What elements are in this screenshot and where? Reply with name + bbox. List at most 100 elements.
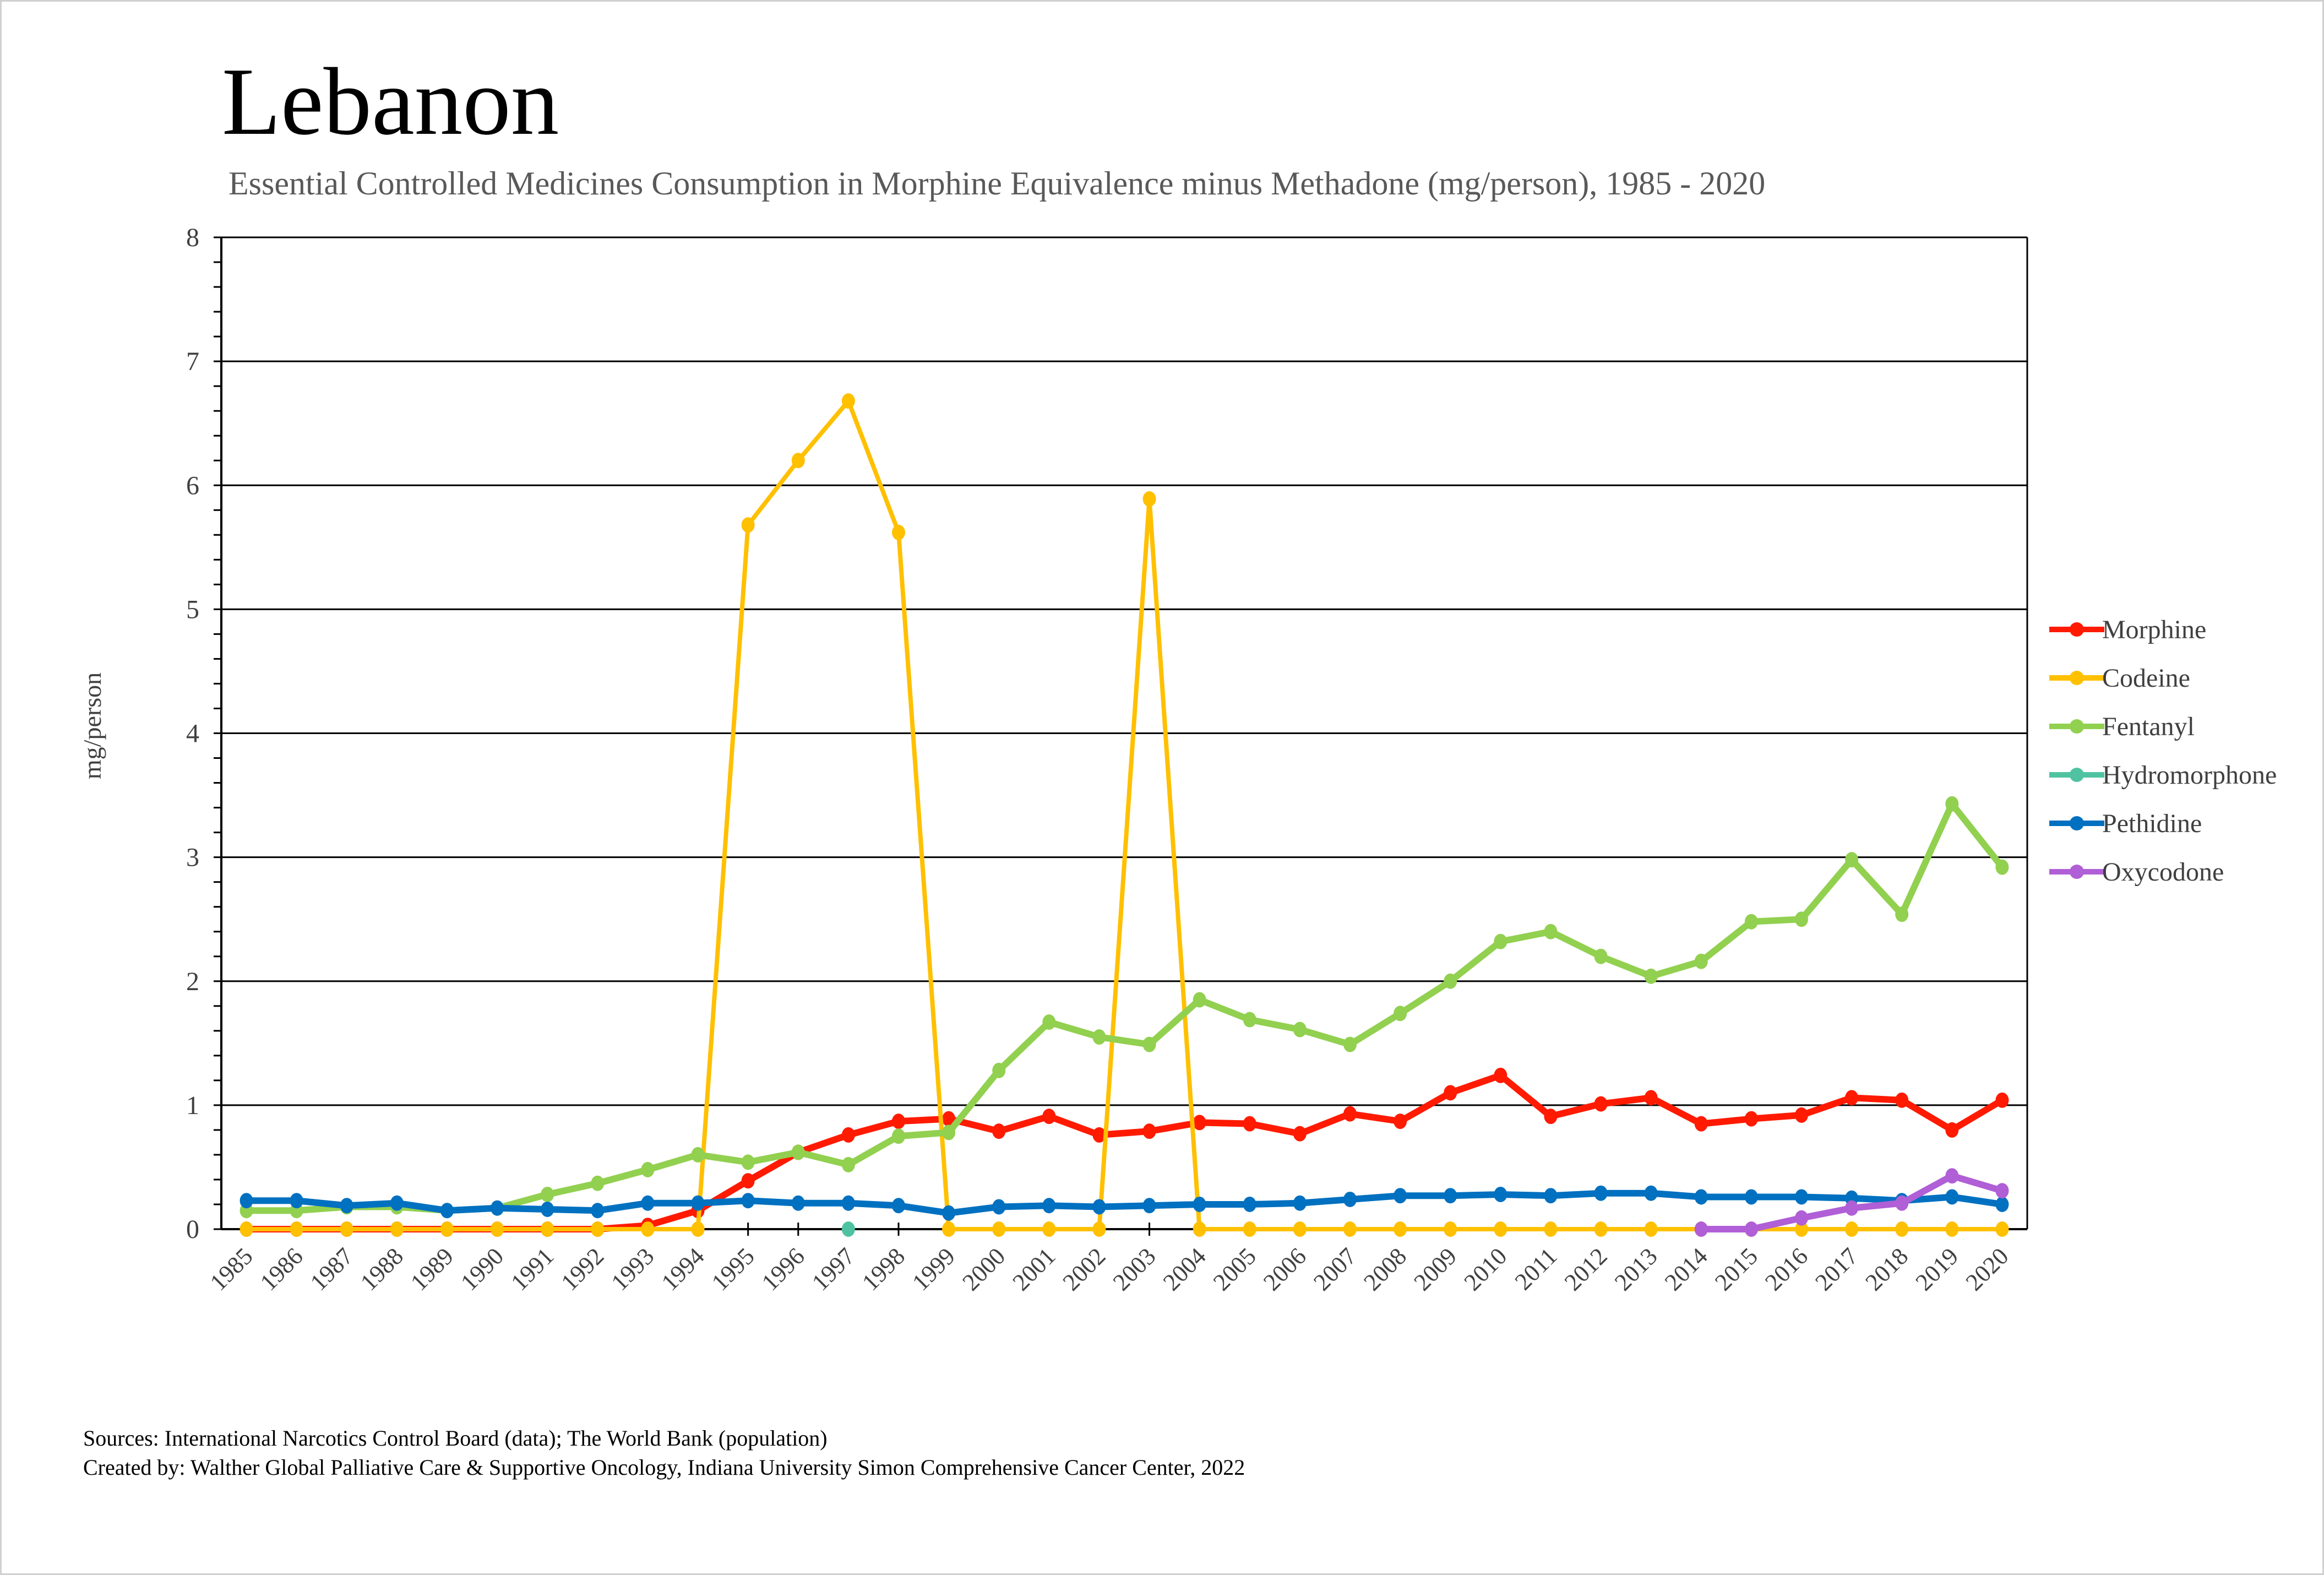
data-point	[1845, 852, 1859, 868]
data-point	[1243, 1116, 1256, 1132]
data-point	[1744, 1189, 1758, 1205]
data-point	[1995, 1221, 2009, 1237]
series-line	[246, 1190, 2003, 1216]
x-tick-label: 2008	[1358, 1242, 1412, 1296]
data-point	[1494, 1067, 1507, 1083]
data-point	[741, 517, 755, 533]
data-point	[641, 1195, 655, 1211]
data-point	[1544, 1109, 1558, 1125]
data-point	[1343, 1106, 1357, 1122]
data-point	[1142, 1036, 1156, 1052]
x-tick-label: 1987	[305, 1242, 358, 1296]
data-point	[1042, 1198, 1056, 1214]
y-tick-label: 8	[186, 223, 199, 252]
data-point	[1744, 914, 1758, 930]
data-point	[1544, 924, 1558, 939]
data-point	[591, 1175, 605, 1191]
legend-marker	[2070, 622, 2084, 637]
x-tick-label: 1999	[907, 1242, 960, 1296]
data-point	[1694, 953, 1708, 969]
data-point	[942, 1111, 956, 1127]
data-point	[691, 1147, 705, 1163]
data-point	[741, 1193, 755, 1209]
data-point	[992, 1221, 1006, 1237]
data-point	[1795, 1210, 1808, 1226]
legend-marker	[2070, 865, 2084, 879]
x-tick-label: 2012	[1559, 1242, 1613, 1296]
data-point	[240, 1193, 253, 1209]
data-point	[1995, 859, 2009, 875]
y-tick-label: 1	[186, 1091, 199, 1120]
x-tick-label: 2011	[1510, 1242, 1563, 1295]
sources-note: Sources: International Narcotics Control…	[83, 1426, 828, 1451]
data-point	[440, 1221, 454, 1237]
data-point	[691, 1195, 705, 1211]
data-point	[240, 1221, 253, 1237]
data-point	[340, 1198, 353, 1214]
data-point	[1243, 1196, 1256, 1212]
data-point	[491, 1221, 504, 1237]
x-tick-label: 2014	[1659, 1242, 1713, 1296]
data-point	[1394, 1221, 1407, 1237]
legend-label: Pethidine	[2102, 809, 2202, 838]
data-point	[1744, 1221, 1758, 1237]
data-point	[841, 1156, 855, 1172]
data-point	[1142, 1123, 1156, 1139]
legend-item-morphine: Morphine	[2049, 615, 2206, 644]
x-tick-label: 2003	[1108, 1242, 1161, 1296]
data-point	[1945, 1189, 1959, 1205]
data-point	[1092, 1221, 1106, 1237]
data-point	[1845, 1090, 1859, 1106]
legend-label: Oxycodone	[2102, 857, 2224, 887]
y-tick-label: 4	[186, 719, 199, 748]
data-point	[1744, 1111, 1758, 1127]
data-point	[1193, 1196, 1206, 1212]
data-point	[1243, 1012, 1256, 1028]
data-point	[691, 1221, 705, 1237]
data-point	[741, 1154, 755, 1170]
y-tick-label: 6	[186, 471, 199, 500]
data-point	[992, 1199, 1006, 1215]
data-point	[1444, 1221, 1457, 1237]
x-tick-label: 1985	[205, 1242, 258, 1296]
legend-label: Fentanyl	[2102, 712, 2195, 741]
x-tick-label: 2002	[1058, 1242, 1111, 1296]
data-point	[1945, 796, 1959, 812]
data-point	[1644, 968, 1658, 984]
data-point	[1343, 1036, 1357, 1052]
data-point	[1394, 1188, 1407, 1204]
data-point	[1594, 1096, 1608, 1112]
data-point	[1293, 1221, 1307, 1237]
y-tick-label: 2	[186, 967, 199, 996]
data-point	[541, 1221, 554, 1237]
data-point	[641, 1161, 655, 1177]
data-point	[1995, 1183, 2009, 1199]
x-tick-label: 1994	[656, 1242, 710, 1296]
data-point	[1444, 973, 1457, 989]
data-point	[1644, 1090, 1658, 1106]
x-tick-label: 2007	[1308, 1242, 1362, 1296]
x-tick-label: 2015	[1710, 1242, 1763, 1296]
data-point	[1594, 1185, 1608, 1201]
data-point	[791, 1144, 805, 1160]
data-point	[892, 1114, 905, 1129]
legend-marker	[2070, 671, 2084, 685]
x-tick-label: 2013	[1609, 1242, 1663, 1296]
data-point	[1544, 1188, 1558, 1204]
data-point	[390, 1195, 404, 1211]
data-point	[1494, 1186, 1507, 1202]
y-axis-label: mg/person	[78, 672, 106, 779]
data-point	[491, 1200, 504, 1216]
x-tick-label: 1998	[857, 1242, 910, 1296]
data-point	[1293, 1126, 1307, 1142]
data-point	[1845, 1221, 1859, 1237]
x-tick-label: 1989	[405, 1242, 459, 1296]
chart-subtitle: Essential Controlled Medicines Consumpti…	[228, 165, 1765, 202]
data-point	[1042, 1109, 1056, 1125]
data-point	[1293, 1022, 1307, 1038]
legend-item-fentanyl: Fentanyl	[2049, 712, 2195, 741]
legend-item-pethidine: Pethidine	[2049, 809, 2202, 838]
data-point	[340, 1221, 353, 1237]
data-point	[1092, 1199, 1106, 1215]
